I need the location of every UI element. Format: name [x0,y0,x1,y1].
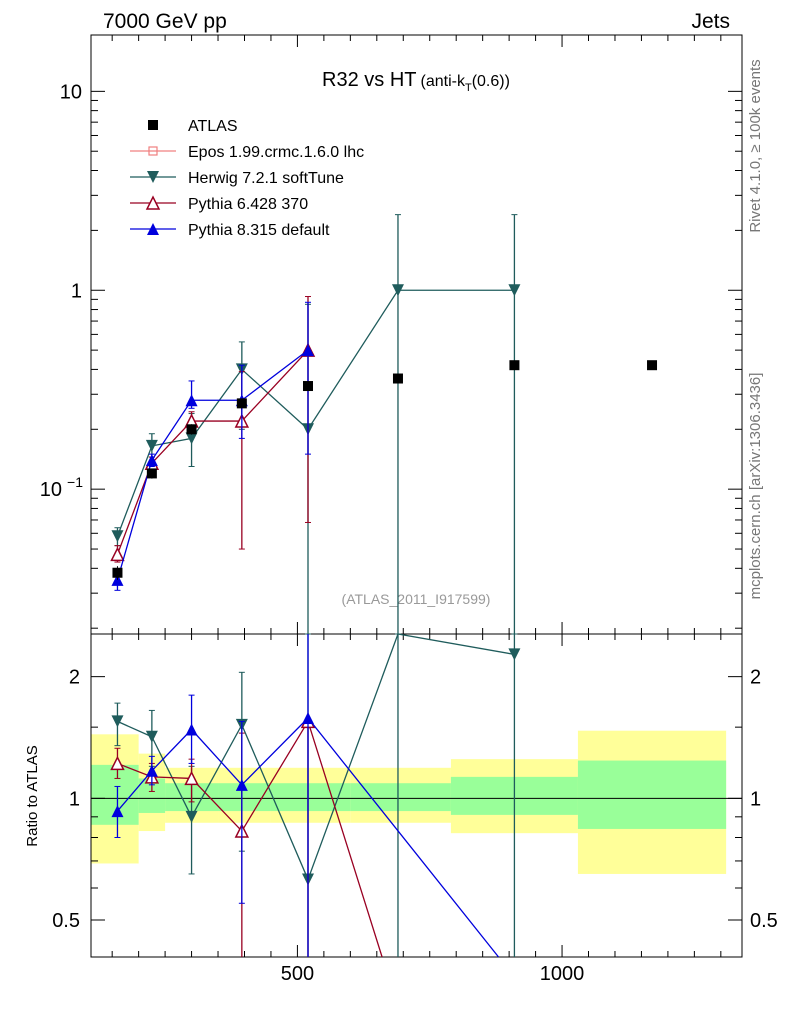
atlas-legend-label: ATLAS [188,118,238,135]
pythia-8-315-default-point [302,344,314,357]
ratio-y-label: Ratio to ATLAS [24,745,41,846]
herwig-7-2-1-softtune-main-line [116,289,515,537]
pythia-6-428-370-legend-marker [145,195,161,210]
pythia-6-428-370-legend-label: Pythia 6.428 370 [188,196,308,213]
atlas-point [146,468,157,479]
band-green-segment [270,783,351,812]
band-green-segment [577,760,727,829]
atlas-point [186,424,197,435]
pythia-8-315-default-ratio-point [302,712,314,725]
ratio-y-tick-label-right: 2 [750,667,761,689]
mcplots-label: mcplots.cern.ch [arXiv:1306.3436] [747,373,764,600]
pythia-6-428-370-point [110,546,125,562]
pythia-8-315-default-point [145,454,158,467]
pythia-8-315-default-point [185,394,198,407]
main-series [110,214,658,635]
herwig-7-2-1-softtune-point [508,284,521,297]
herwig-7-2-1-softtune-point [185,432,198,445]
pythia-8-315-default-legend-marker [147,223,159,235]
herwig-7-2-1-softtune-ratio-line [117,633,515,882]
herwig-7-2-1-softtune-point [111,530,124,543]
pythia-6-428-370-ratio-line [117,719,383,958]
herwig-7-2-1-softtune-legend-marker [147,171,159,183]
pythia-6-428-370-main-line [116,349,309,555]
legend: ATLAS Epos 1.99.crmc.1.6.0 lhc Herwig 7.2.… [130,118,364,239]
x-tick-label: 1000 [540,963,585,985]
atlas-point [303,381,313,392]
atlas-point [647,360,658,371]
band-green-segment [350,783,451,812]
rivet-label: Rivet 4.1.0, ≥ 100k events [747,59,764,232]
pythia-8-315-default-ratio-point [235,778,248,791]
atlas-legend-marker [148,120,158,130]
x-tick-label: 500 [281,963,314,985]
atlas-point [112,567,123,578]
ratio-y-tick-label: 1 [69,788,80,810]
herwig-7-2-1-softtune-ratio-point [185,810,198,823]
header-right: Jets [691,10,730,33]
pythia-8-315-default-ratio-point [185,723,198,736]
herwig-7-2-1-softtune-point [145,439,158,452]
axis-tick-labels: 500 1000 10 −1 1 10 0.5 0.5 1 1 2 2 [40,81,778,985]
pythia-8-315-default-legend-label: Pythia 8.315 default [188,222,330,239]
ratio-y-tick-label-right: 0.5 [750,910,778,932]
herwig-7-2-1-softtune-ratio-point [145,730,158,743]
reference-label: (ATLAS_2011_I917599) [342,591,491,607]
atlas-point [392,373,403,384]
y-tick-label-exponent: −1 [67,474,83,490]
atlas-point [236,398,247,409]
herwig-7-2-1-softtune-point [391,284,404,297]
epos-1-99-crmc-1-6-0-lhc-legend-marker [147,146,159,156]
pythia-8-315-default-ratio-point [111,805,124,818]
pythia-6-428-370-ratio-point [184,770,199,786]
ratio-frame [90,633,743,958]
chart-title: R32 vs HT (anti-kT(0.6)) [322,69,510,94]
header-left: 7000 GeV pp [103,10,227,33]
herwig-7-2-1-softtune-ratio-point [508,648,521,661]
y-tick-label: 1 [71,280,82,302]
ratio-y-tick-label-right: 1 [750,788,761,810]
pythia-6-428-370-ratio-point [110,755,125,771]
epos-1-99-crmc-1-6-0-lhc-legend-label: Epos 1.99.crmc.1.6.0 lhc [188,144,364,161]
pythia-8-315-default-ratio-line [116,717,500,958]
ratio-uncertainty-bands [91,730,742,874]
herwig-7-2-1-softtune-ratio-point [111,715,124,728]
ratio-series [110,633,521,958]
herwig-7-2-1-softtune-legend-label: Herwig 7.2.1 softTune [188,170,344,187]
axis-ticks [91,35,742,957]
ratio-y-tick-label: 0.5 [52,910,80,932]
ratio-y-tick-label: 2 [69,667,80,689]
atlas-point [509,360,520,371]
y-tick-label: 10 [40,479,62,501]
pythia-8-315-default-ratio-point [145,764,158,777]
y-tick-label: 10 [60,81,82,103]
pythia-8-315-default-main-line [116,349,309,581]
